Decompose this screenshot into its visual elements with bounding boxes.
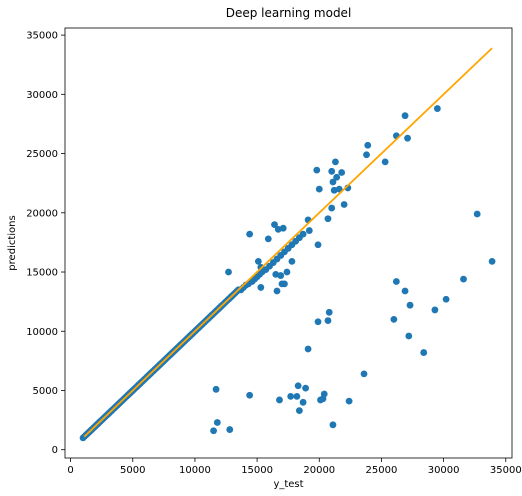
data-point (401, 112, 409, 120)
y-tick-label: 5000 (33, 386, 58, 397)
data-point (305, 227, 313, 234)
x-axis: 0 5000 10000 15000 20000 25000 30000 35000 (67, 458, 522, 476)
data-point (273, 287, 281, 295)
data-point (392, 278, 400, 285)
data-point (225, 268, 232, 276)
data-point (277, 272, 285, 279)
x-tick-label: 20000 (303, 465, 335, 476)
y-tick-label: 0 (52, 445, 58, 456)
data-point (406, 301, 414, 309)
data-point (473, 210, 481, 218)
data-point (314, 241, 322, 249)
data-point (288, 257, 296, 265)
data-point (338, 169, 346, 176)
y-tick-label: 35000 (26, 31, 58, 42)
x-tick-label: 30000 (428, 465, 460, 476)
y-axis: 0 5000 10000 15000 20000 25000 30000 35000 (26, 31, 65, 456)
y-tick-label: 30000 (26, 90, 58, 101)
data-point (264, 235, 272, 243)
data-point (329, 178, 337, 186)
data-point (345, 397, 353, 405)
data-point (401, 287, 409, 295)
data-point (335, 185, 343, 193)
identity-line (83, 47, 493, 438)
data-point (210, 427, 217, 435)
x-tick-label: 25000 (366, 465, 398, 476)
x-tick-label: 0 (67, 465, 73, 476)
data-point (405, 332, 413, 340)
data-point (254, 257, 262, 265)
data-point (460, 275, 467, 283)
data-point (226, 426, 234, 433)
data-point (340, 201, 348, 208)
data-point (332, 158, 339, 166)
data-point (364, 141, 372, 149)
data-point (328, 167, 336, 175)
data-point (283, 268, 291, 276)
y-tick-label: 25000 (26, 149, 58, 160)
data-point (317, 396, 324, 404)
data-point (212, 385, 220, 393)
data-point (257, 284, 265, 291)
data-point (246, 230, 254, 238)
data-point (324, 317, 332, 324)
data-point (329, 421, 337, 429)
data-point (279, 224, 287, 232)
x-tick-label: 15000 (241, 465, 273, 476)
data-point (363, 151, 370, 159)
data-point (299, 398, 307, 406)
data-point (313, 166, 321, 174)
chart-title: Deep learning model (226, 6, 352, 20)
y-tick-label: 10000 (26, 327, 58, 338)
x-tick-label: 35000 (490, 465, 522, 476)
data-point (390, 316, 398, 323)
data-point (325, 308, 333, 316)
data-point (314, 318, 322, 326)
data-point (246, 391, 254, 399)
data-point (328, 204, 336, 212)
data-point (433, 105, 441, 112)
identity-line-layer (83, 47, 493, 438)
data-point (442, 295, 450, 303)
data-point (271, 221, 278, 229)
data-point (404, 134, 411, 142)
data-point (295, 407, 303, 415)
y-tick-label: 20000 (26, 208, 58, 219)
data-point (293, 393, 301, 400)
y-tick-label: 15000 (26, 268, 58, 279)
data-point (294, 382, 302, 390)
data-point (333, 173, 341, 181)
data-point (287, 393, 295, 400)
data-point (299, 230, 307, 238)
data-point (360, 370, 368, 378)
data-point (324, 215, 332, 223)
data-point (315, 185, 323, 193)
data-point (213, 419, 221, 426)
data-point (420, 349, 428, 356)
y-axis-label: predictions (7, 215, 18, 270)
x-axis-label: y_test (273, 479, 303, 490)
x-tick-label: 5000 (120, 465, 145, 476)
x-tick-label: 10000 (179, 465, 211, 476)
data-point (302, 384, 309, 392)
data-point (281, 280, 288, 288)
data-point (488, 257, 496, 265)
data-point (304, 345, 312, 353)
data-point (431, 306, 439, 314)
data-point (381, 158, 389, 166)
data-point (276, 396, 283, 404)
